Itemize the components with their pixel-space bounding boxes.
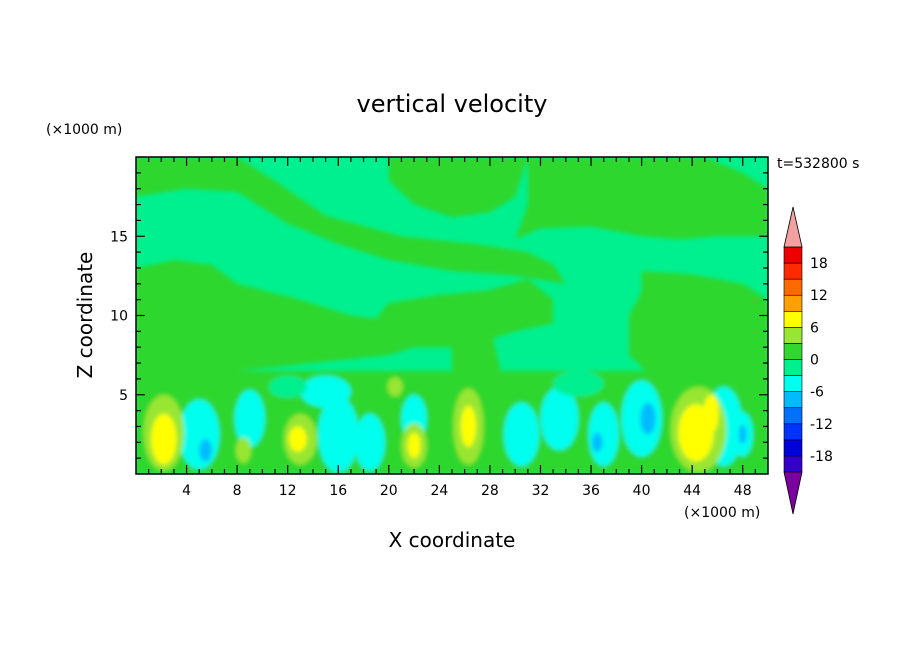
colorbar-bin — [783, 246, 803, 264]
x-tick-label: 20 — [380, 483, 398, 499]
chart-title: vertical velocity — [357, 90, 548, 118]
contour-region — [318, 396, 359, 473]
colorbar-bin — [783, 439, 803, 457]
colorbar-bin — [783, 455, 803, 473]
x-tick-label: 8 — [233, 483, 242, 499]
contour-region — [738, 424, 747, 444]
contour-region — [628, 271, 768, 387]
y-tick-label: 15 — [110, 229, 128, 245]
x-unit-label: (×1000 m) — [684, 505, 760, 521]
velocity-field — [136, 157, 768, 474]
colorbar-bin — [783, 327, 803, 344]
contour-region — [136, 260, 554, 379]
time-label: t=532800 s — [777, 156, 859, 172]
colorbar-bin — [783, 310, 803, 328]
colorbar-tick-label: -6 — [810, 385, 824, 401]
contour-region — [235, 437, 252, 463]
colorbar-tick-label: -18 — [810, 449, 833, 465]
contour-region — [553, 370, 604, 397]
colorbar-bin — [783, 391, 803, 409]
contour-region — [388, 157, 528, 218]
y-axis-label: Z coordinate — [73, 252, 97, 379]
colorbar-tick-label: 12 — [810, 288, 828, 304]
colorbar-bin — [783, 359, 803, 376]
contour-region — [592, 432, 603, 452]
contour-region — [460, 405, 477, 448]
colorbar-lower-arrow — [783, 471, 803, 515]
x-tick-label: 4 — [182, 483, 191, 499]
colorbar-tick-label: 18 — [810, 256, 828, 272]
x-tick-label: 48 — [734, 483, 752, 499]
contour-region — [407, 432, 421, 459]
y-tick-label: 5 — [119, 388, 128, 404]
x-tick-label: 28 — [481, 483, 499, 499]
contour-region — [354, 413, 386, 471]
colorbar-bin — [783, 278, 803, 296]
contour-region — [540, 386, 579, 451]
contour-region — [178, 399, 220, 470]
x-tick-label: 24 — [430, 483, 448, 499]
contour-region — [503, 402, 540, 467]
colorbar-bin — [783, 343, 803, 360]
contour-region — [515, 157, 768, 240]
colorbar-tick-label: 0 — [810, 353, 819, 369]
colorbar-bin — [783, 262, 803, 280]
contour-region — [387, 377, 403, 397]
contour-region — [616, 196, 731, 221]
x-tick-label: 32 — [532, 483, 550, 499]
contour-region — [136, 157, 566, 284]
contour-region — [703, 394, 719, 433]
colorbar-bin — [783, 407, 803, 425]
contour-region — [199, 439, 212, 462]
x-tick-label: 36 — [582, 483, 600, 499]
x-axis-label: X coordinate — [389, 528, 516, 552]
x-tick-label: 12 — [279, 483, 297, 499]
x-ticks: 4 8 12 16 20 24 28 32 36 40 44 48 — [148, 157, 756, 499]
colorbar-bin — [783, 423, 803, 441]
y-tick-label: 10 — [110, 309, 128, 325]
x-tick-label: 44 — [683, 483, 701, 499]
x-tick-label: 40 — [633, 483, 651, 499]
contour-region — [151, 413, 177, 465]
contour-region — [234, 389, 265, 448]
colorbar-bin — [783, 375, 803, 392]
contour-region — [268, 375, 307, 398]
colorbar-tick-label: 6 — [810, 320, 819, 336]
y-unit-label: (×1000 m) — [46, 122, 122, 138]
x-tick-label: 16 — [329, 483, 347, 499]
contour-region — [288, 426, 307, 452]
colorbar-bin — [783, 294, 803, 312]
contour-region — [640, 402, 656, 435]
contour-region — [300, 375, 351, 408]
colorbar-tick-label: -12 — [810, 417, 833, 433]
y-ticks: 5 10 15 — [110, 172, 768, 459]
colorbar: -18 -12 -6 0 6 12 18 — [783, 206, 833, 515]
colorbar-upper-arrow — [783, 206, 803, 248]
contour-region — [588, 402, 619, 467]
